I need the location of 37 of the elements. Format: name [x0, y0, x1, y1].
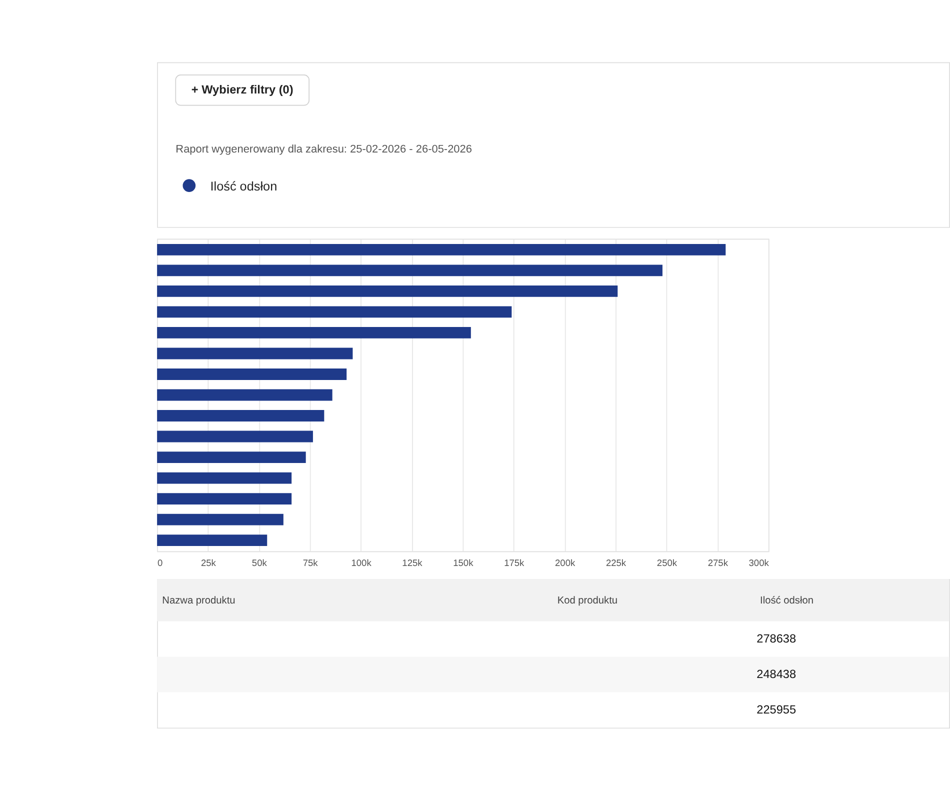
bar [157, 452, 306, 463]
text: Kod produktu [557, 596, 618, 607]
bar [157, 514, 284, 526]
bar [157, 306, 512, 318]
x-tick-label: 175k [504, 558, 525, 568]
bar [157, 244, 726, 256]
x-tick-label: 150k [453, 558, 474, 568]
bar [157, 348, 353, 360]
bar [157, 472, 292, 484]
x-tick-label: 50k [252, 558, 268, 568]
bar [157, 410, 324, 422]
text: 278638 [756, 631, 796, 646]
bar [157, 534, 268, 546]
bar [157, 368, 347, 380]
x-tick-label: 275k [708, 558, 728, 568]
x-tick-label: 225k [606, 558, 626, 568]
bar [157, 327, 471, 338]
text: + Wybierz filtry (0) [191, 82, 294, 97]
legend-label: Ilość odsłon [210, 180, 278, 194]
bar [157, 493, 292, 505]
x-tick-label: 100k [351, 558, 372, 568]
x-tick-label: 0 [157, 558, 163, 568]
chart-subtitle: Raport wygenerowany dla zakresu: 25-02-2026 - 26-05-2026 [176, 144, 472, 156]
bar [157, 430, 313, 442]
bar [157, 285, 618, 297]
x-tick-label: 125k [402, 558, 423, 568]
bar [157, 389, 332, 401]
x-tick-label: 250k [656, 558, 678, 568]
x-tick-label: 25k [200, 558, 216, 568]
x-tick-label: 200k [555, 558, 576, 568]
x-tick-label: 75k [302, 558, 318, 568]
x-tick-label: 300k [748, 558, 770, 568]
text: Ilość odsłon [760, 596, 814, 607]
text: Nazwa produktu [162, 596, 236, 607]
text: 248438 [756, 666, 796, 681]
text: 225955 [756, 702, 796, 716]
bar [157, 264, 662, 276]
